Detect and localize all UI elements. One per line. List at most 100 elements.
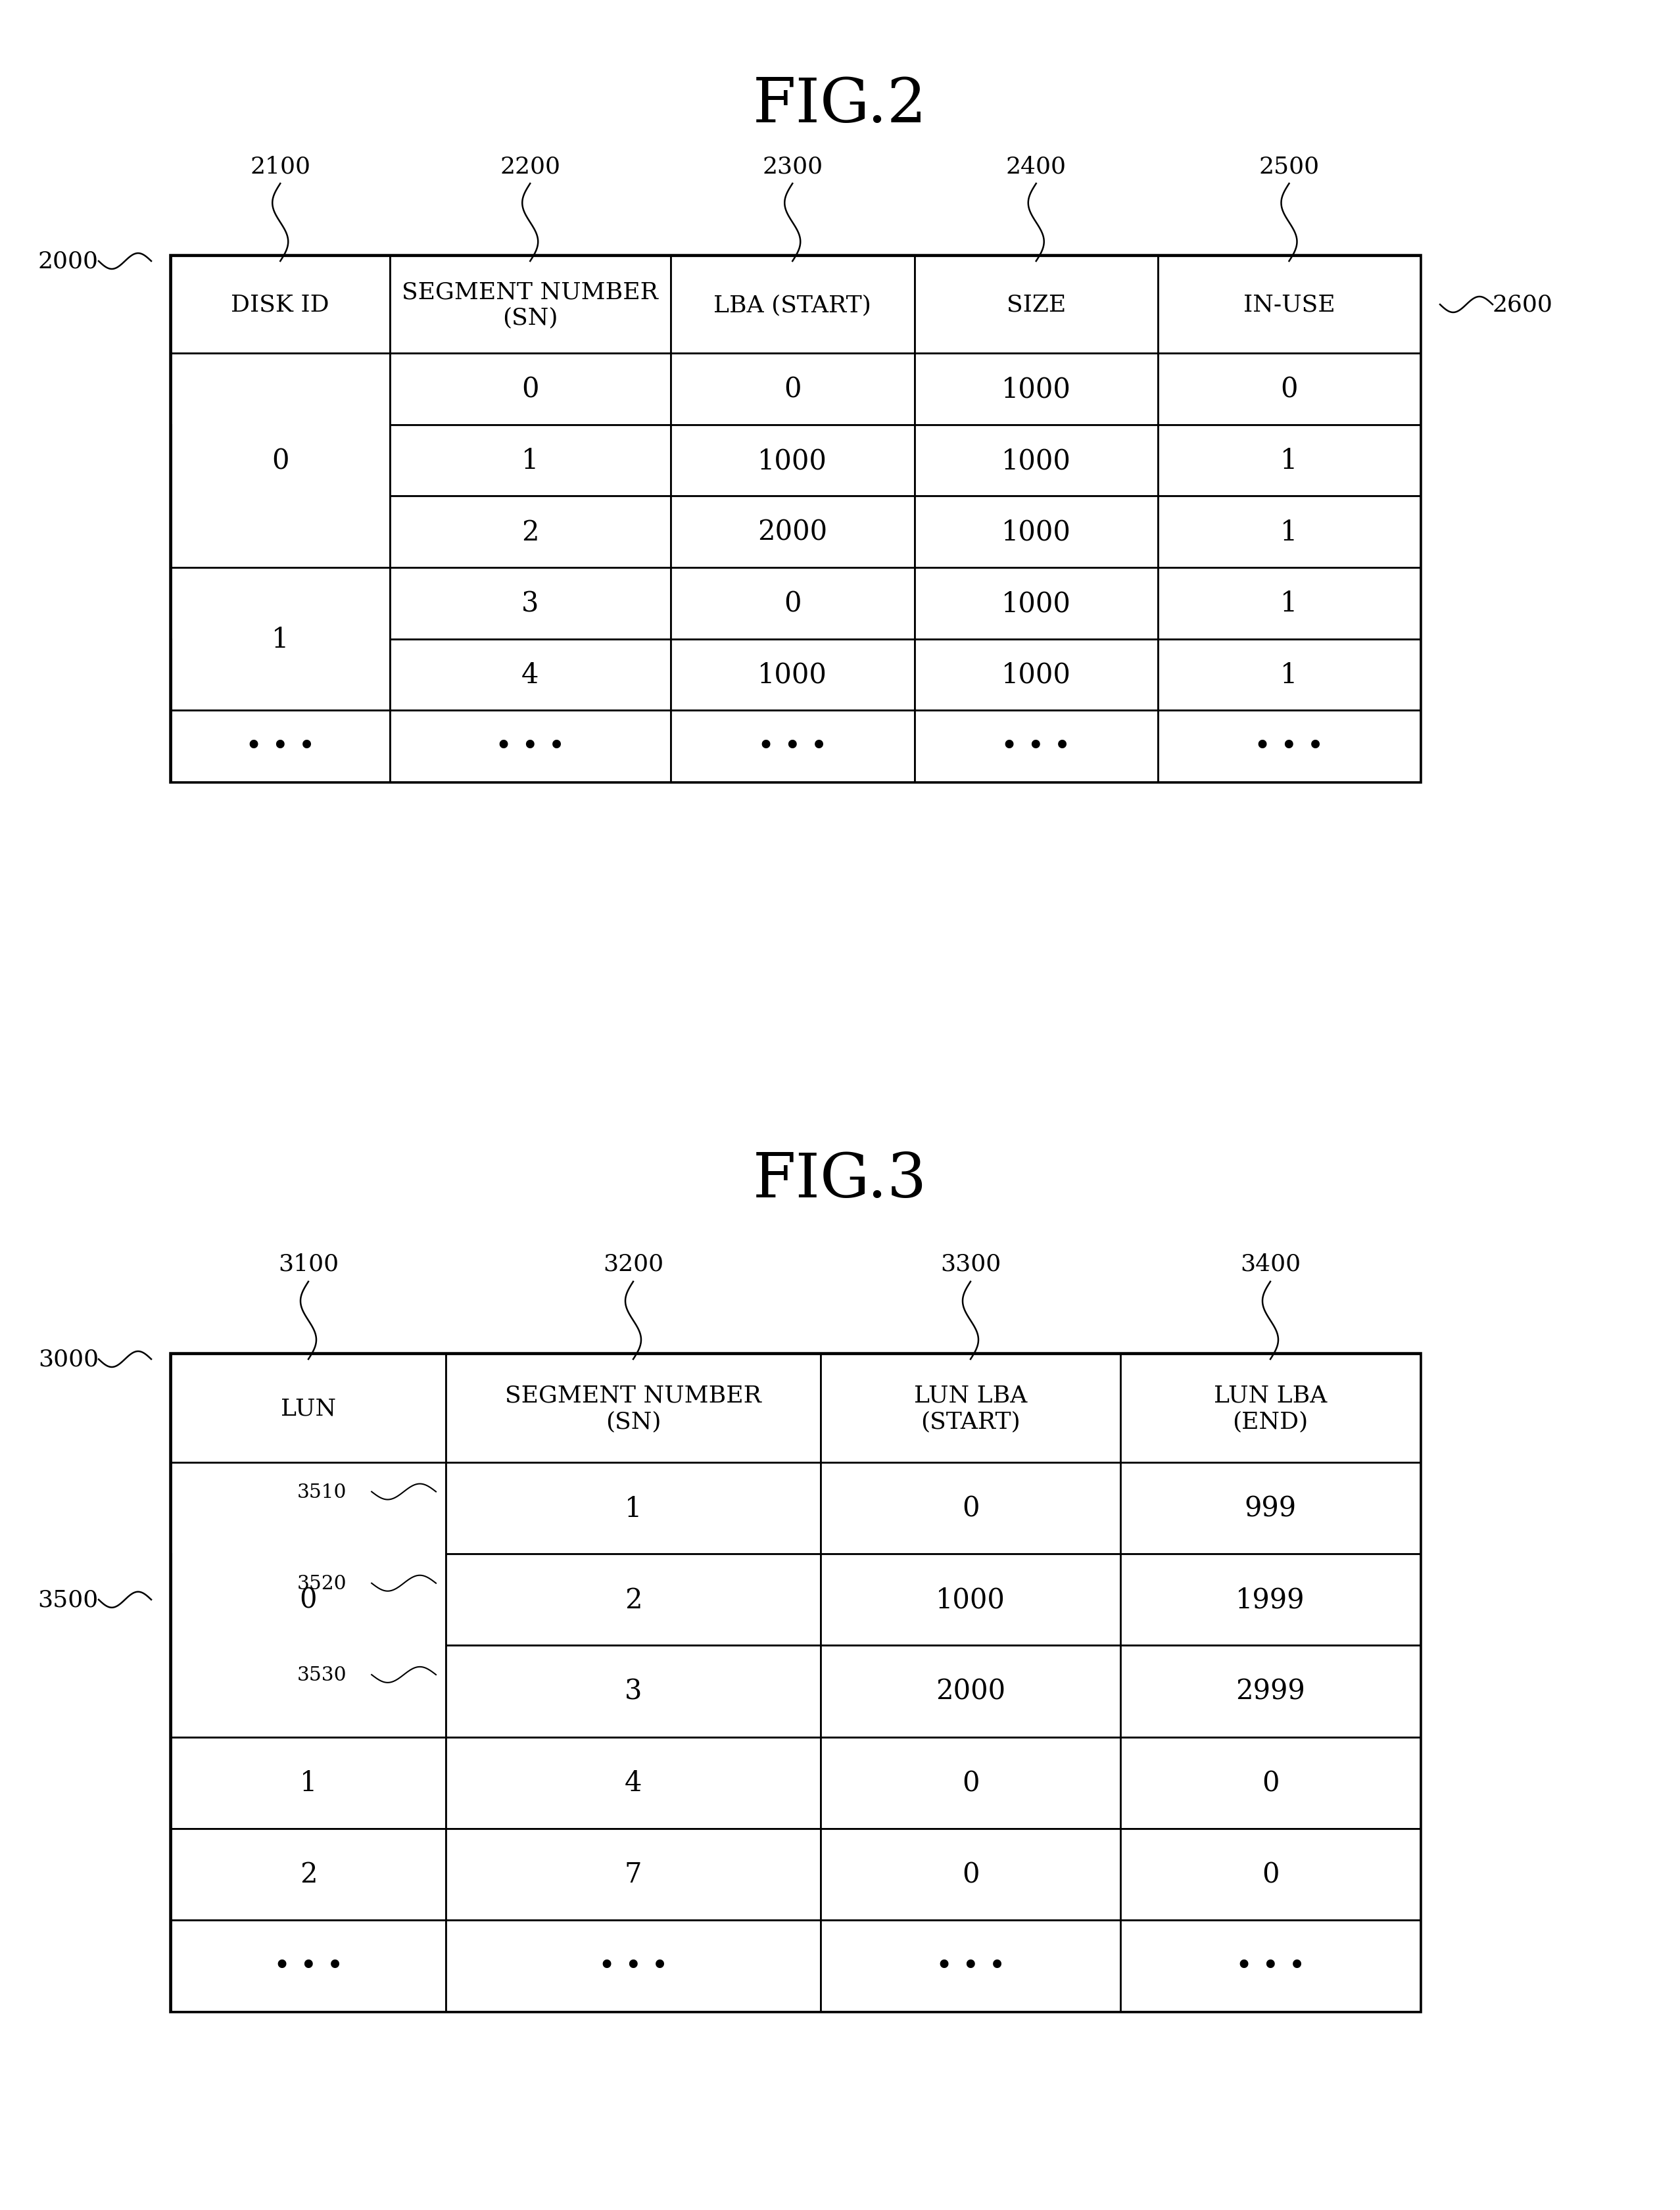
Text: 2000: 2000 [758,519,827,546]
Text: FIG.2: FIG.2 [753,75,927,135]
Text: SEGMENT NUMBER
(SN): SEGMENT NUMBER (SN) [506,1383,761,1432]
Text: 2300: 2300 [763,155,823,177]
Text: 1: 1 [1280,446,1297,475]
Text: 2500: 2500 [1258,155,1319,177]
Text: 0: 0 [299,1587,318,1613]
Text: 1: 1 [1280,590,1297,617]
Bar [171,1355,445,1463]
Text: 3510: 3510 [297,1483,348,1501]
Bar [1121,1920,1420,2011]
Bar [670,424,914,497]
Text: 2000: 2000 [39,250,99,272]
Text: 0: 0 [1280,376,1299,402]
Bar [670,256,914,354]
Text: 2400: 2400 [1006,155,1067,177]
Text: 4: 4 [625,1768,642,1797]
Bar [820,1737,1121,1828]
Bar [914,424,1158,497]
Text: LUN: LUN [281,1397,336,1419]
Text: 0: 0 [1262,1768,1278,1797]
Bar [390,639,670,712]
Text: 0: 0 [1262,1861,1278,1887]
Bar [1121,1554,1420,1646]
Bar [1121,1737,1420,1828]
Bar [670,639,914,712]
Bar [171,1737,445,1828]
Text: • • •: • • • [936,1951,1006,1980]
Bar [171,256,1420,782]
Bar [1121,1828,1420,1920]
Bar [820,1646,1121,1737]
Text: 0: 0 [521,376,539,402]
Bar [1158,568,1420,639]
Bar [670,712,914,782]
Text: 0: 0 [785,376,801,402]
Bar [390,568,670,639]
Text: LUN LBA
(START): LUN LBA (START) [914,1383,1026,1432]
Bar [820,1355,1121,1463]
Text: 2200: 2200 [501,155,561,177]
Bar [1158,497,1420,568]
Bar [1158,354,1420,424]
Text: 1000: 1000 [1001,376,1070,402]
Bar [445,1737,820,1828]
Bar [171,712,390,782]
Text: 3000: 3000 [39,1348,99,1370]
Text: IN-USE: IN-USE [1243,294,1336,316]
Text: 0: 0 [963,1861,979,1887]
Text: • • •: • • • [1001,732,1072,760]
Bar [1121,1463,1420,1554]
Bar [1158,639,1420,712]
Text: 2: 2 [521,519,539,546]
Bar [914,497,1158,568]
Text: 3400: 3400 [1240,1253,1300,1275]
Bar [390,256,670,354]
Bar [914,712,1158,782]
Text: 1000: 1000 [1001,590,1070,617]
Text: 2: 2 [299,1861,318,1887]
Text: 2100: 2100 [250,155,311,177]
Text: • • •: • • • [1253,732,1324,760]
Text: 7: 7 [625,1861,642,1887]
Bar [1158,712,1420,782]
Text: 1000: 1000 [1001,519,1070,546]
Text: 0: 0 [272,446,289,475]
Bar [445,1920,820,2011]
Bar [914,568,1158,639]
Bar [171,256,390,354]
Text: • • •: • • • [758,732,828,760]
Bar [390,712,670,782]
Bar [1121,1646,1420,1737]
Text: 1000: 1000 [936,1587,1005,1613]
Text: 2: 2 [625,1587,642,1613]
Bar [171,354,390,568]
Text: 0: 0 [963,1768,979,1797]
Text: 3300: 3300 [941,1253,1001,1275]
Bar [820,1554,1121,1646]
Bar [914,639,1158,712]
Text: DISK ID: DISK ID [232,294,329,316]
Text: SEGMENT NUMBER
(SN): SEGMENT NUMBER (SN) [402,281,659,329]
Text: 3500: 3500 [39,1589,99,1611]
Bar [445,1646,820,1737]
Text: SIZE: SIZE [1006,294,1065,316]
Bar [1158,256,1420,354]
Text: 1: 1 [1280,661,1297,690]
Text: 0: 0 [963,1494,979,1523]
Bar [670,497,914,568]
Text: LBA (START): LBA (START) [714,294,872,316]
Text: • • •: • • • [274,1951,343,1980]
Text: 2600: 2600 [1492,294,1552,316]
Text: 1000: 1000 [758,661,827,690]
Bar [171,1355,1420,2011]
Bar [171,1920,445,2011]
Text: 1000: 1000 [1001,446,1070,475]
Text: • • •: • • • [1235,1951,1305,1980]
Bar [171,1828,445,1920]
Text: 1000: 1000 [1001,661,1070,690]
Bar [820,1920,1121,2011]
Text: 4: 4 [521,661,539,690]
Bar [670,568,914,639]
Text: 1: 1 [1280,519,1297,546]
Text: 1: 1 [521,446,539,475]
